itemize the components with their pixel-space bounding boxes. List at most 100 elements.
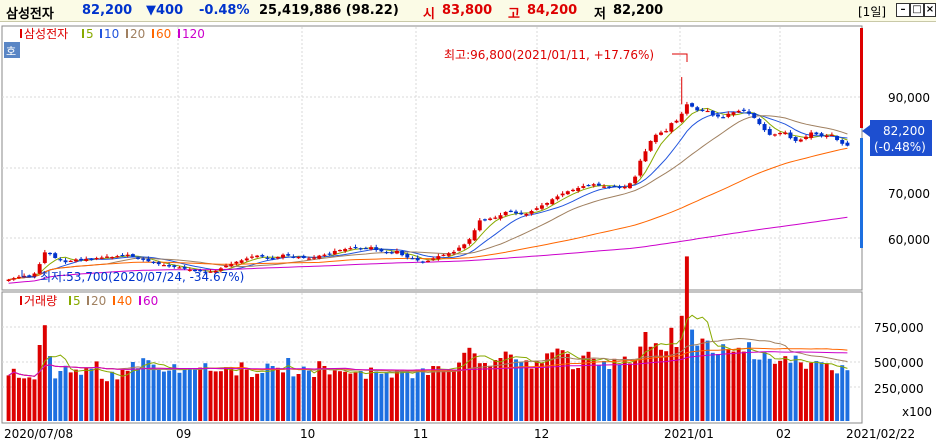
candle xyxy=(286,252,291,257)
price-panel-frame xyxy=(1,25,863,291)
minimize-icon[interactable]: – xyxy=(896,3,910,17)
volume-bar xyxy=(814,361,819,421)
volume-bar xyxy=(607,369,612,421)
candle xyxy=(68,260,73,263)
volume-bar xyxy=(602,361,607,421)
volume-bar xyxy=(84,368,89,421)
candle xyxy=(550,197,555,205)
close-icon[interactable]: × xyxy=(924,3,936,17)
candle xyxy=(234,261,239,266)
volume-bar xyxy=(581,355,586,421)
candle xyxy=(431,256,436,261)
volume-bar xyxy=(498,358,503,421)
candle xyxy=(529,209,534,216)
candle xyxy=(141,256,146,262)
volume-bar xyxy=(198,367,203,421)
volume-bar xyxy=(705,340,710,421)
candle xyxy=(327,251,332,256)
candle xyxy=(120,253,125,257)
volume-bar xyxy=(265,363,270,421)
volume-bar xyxy=(63,365,68,421)
candle xyxy=(182,264,187,271)
candle xyxy=(845,140,850,147)
volume-bar xyxy=(420,368,425,421)
volume-bar xyxy=(804,368,808,421)
candle xyxy=(94,256,99,261)
volume-bar xyxy=(286,358,291,421)
volume-bar xyxy=(384,372,389,421)
candle xyxy=(11,276,16,281)
volume-bar xyxy=(514,359,518,421)
volume-bar xyxy=(130,362,135,421)
x-tick: 09 xyxy=(176,427,191,441)
period-selector[interactable]: [1일] xyxy=(858,5,887,19)
candle xyxy=(6,278,11,282)
x-tick: 10 xyxy=(300,427,315,441)
candle xyxy=(482,218,487,222)
candle xyxy=(602,184,607,189)
legend-label: 10 xyxy=(104,27,119,41)
candle xyxy=(73,258,78,263)
volume-bar xyxy=(42,325,47,421)
volume-bar xyxy=(736,347,741,421)
volume-bar xyxy=(684,256,689,421)
candle xyxy=(389,250,394,255)
volume-bar xyxy=(690,329,695,421)
candle xyxy=(503,211,508,216)
volume-bar xyxy=(809,362,814,421)
volume-bar xyxy=(555,348,560,421)
volume-bar xyxy=(772,363,777,421)
candle xyxy=(757,117,762,126)
volume-bar xyxy=(415,369,420,421)
x-tick: 11 xyxy=(413,427,428,441)
volume-bar xyxy=(255,373,260,421)
candle xyxy=(555,194,560,201)
candle xyxy=(591,182,596,188)
candle xyxy=(146,256,151,262)
candle xyxy=(405,252,410,260)
high-label: 고 xyxy=(508,7,520,22)
candle xyxy=(420,260,425,264)
volume-bar xyxy=(317,361,322,421)
high-annotation-pointer xyxy=(672,53,688,62)
candle xyxy=(224,263,229,268)
candle xyxy=(824,133,829,139)
maximize-icon[interactable]: □ xyxy=(910,3,924,17)
candle xyxy=(659,130,663,136)
candle xyxy=(778,131,783,136)
candle xyxy=(690,102,695,108)
candle xyxy=(37,262,42,275)
candle xyxy=(301,254,306,259)
candle xyxy=(571,188,575,192)
volume-bar xyxy=(125,370,130,421)
legend-label: 5 xyxy=(86,27,94,41)
candle xyxy=(472,228,477,242)
volume-bar xyxy=(617,364,622,421)
price-y-tick: 60,000 xyxy=(888,233,930,247)
last-price-pointer xyxy=(862,125,870,137)
x-tick: 02 xyxy=(776,427,791,441)
volume-bar xyxy=(105,381,109,421)
vol-ma20-line xyxy=(8,337,848,377)
volume-bar xyxy=(493,360,498,421)
candle xyxy=(89,258,94,261)
candle xyxy=(493,215,498,220)
volume-bar xyxy=(11,368,16,421)
volume-bar xyxy=(136,368,141,421)
volume-bar xyxy=(643,332,648,421)
candle xyxy=(715,113,720,119)
candle xyxy=(198,268,203,273)
volume-bar xyxy=(721,344,726,421)
volume-bar xyxy=(788,362,793,421)
candle xyxy=(798,138,803,143)
volume-bar xyxy=(301,366,306,421)
high-annotation: 최고:96,800(2021/01/11, +17.76%) xyxy=(444,48,654,62)
order-badge[interactable] xyxy=(4,42,20,58)
volume-bar xyxy=(638,346,643,421)
volume-bar xyxy=(94,361,99,421)
volume-bar xyxy=(172,364,177,421)
volume-bar xyxy=(234,375,239,421)
candle xyxy=(187,267,192,272)
volume-bar xyxy=(167,370,172,421)
candle xyxy=(172,264,177,269)
